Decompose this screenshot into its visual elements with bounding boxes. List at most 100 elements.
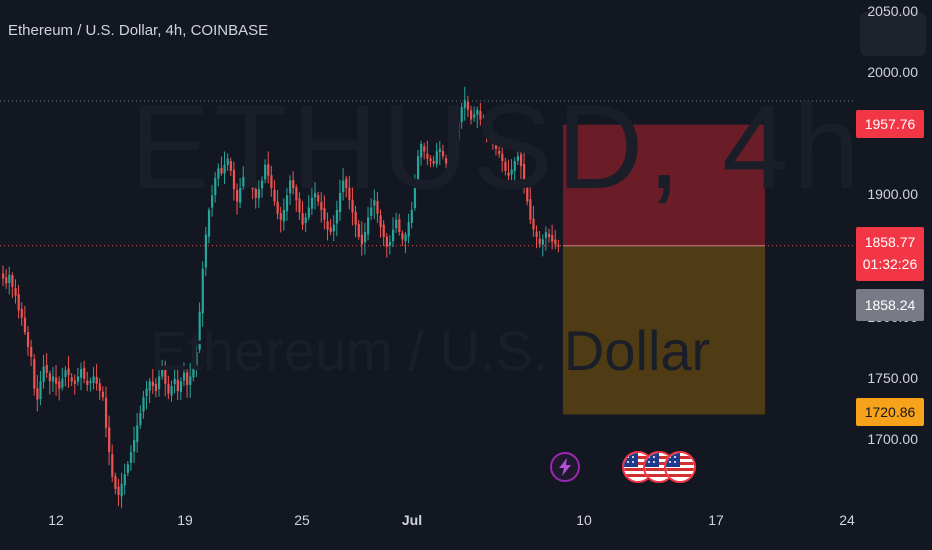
candle-body bbox=[413, 180, 417, 209]
candle-body bbox=[48, 373, 51, 382]
stop-price-label: 1957.76 bbox=[856, 110, 924, 138]
us-flag-icon[interactable] bbox=[664, 451, 696, 483]
candle-body bbox=[236, 190, 239, 202]
candle-body bbox=[145, 388, 148, 397]
candle-body bbox=[498, 150, 501, 154]
candle-body bbox=[529, 199, 532, 220]
candle-body bbox=[494, 141, 498, 149]
candle-body bbox=[179, 381, 183, 392]
candle-body bbox=[276, 201, 279, 214]
date-tick: 10 bbox=[576, 512, 592, 528]
candle-body bbox=[507, 172, 510, 176]
candle-body bbox=[463, 99, 466, 109]
candle-body bbox=[357, 224, 360, 237]
candle-body bbox=[335, 210, 339, 224]
candle-body bbox=[292, 180, 295, 188]
candle-body bbox=[460, 107, 463, 123]
candle-body bbox=[198, 311, 201, 350]
candle-body bbox=[73, 380, 76, 384]
candle-body bbox=[164, 369, 167, 384]
current-price-label: 1858.77 01:32:26 bbox=[856, 227, 924, 281]
date-tick: 12 bbox=[48, 512, 64, 528]
candle-body bbox=[392, 229, 395, 242]
price-tick: 2000.00 bbox=[867, 64, 918, 80]
candle-body bbox=[2, 273, 5, 279]
candle-body bbox=[398, 219, 401, 233]
candle-body bbox=[379, 215, 382, 228]
candle-body bbox=[17, 294, 20, 311]
candle-body bbox=[323, 208, 326, 220]
candle-body bbox=[55, 377, 58, 384]
candle-body bbox=[42, 366, 45, 382]
candle-body bbox=[298, 198, 301, 213]
candle-body bbox=[479, 111, 482, 120]
candle-body bbox=[345, 178, 348, 188]
candle-body bbox=[320, 202, 323, 211]
candle-body bbox=[485, 124, 488, 135]
candle-body bbox=[139, 413, 142, 426]
candle-body bbox=[382, 224, 385, 237]
candle-body bbox=[154, 383, 158, 392]
candle-body bbox=[126, 464, 129, 473]
price-tick: 1750.00 bbox=[867, 369, 918, 386]
candle-body bbox=[58, 381, 61, 389]
candle-body bbox=[61, 378, 64, 388]
candle-body bbox=[260, 180, 264, 189]
candle-body bbox=[332, 224, 335, 232]
candle-body bbox=[83, 367, 86, 379]
candle-body bbox=[33, 359, 36, 389]
candle-body bbox=[551, 235, 554, 242]
candle-body bbox=[307, 207, 310, 218]
candle-body bbox=[151, 381, 154, 387]
candle-body bbox=[161, 369, 164, 377]
candle-body bbox=[470, 110, 473, 120]
candle-body bbox=[435, 151, 438, 165]
candle-body bbox=[535, 231, 538, 237]
candle-body bbox=[376, 201, 379, 214]
candle-body bbox=[170, 386, 173, 396]
candle-body bbox=[242, 176, 245, 187]
candle-body bbox=[367, 217, 370, 235]
stop-zone bbox=[563, 124, 765, 246]
candle-body bbox=[248, 171, 251, 181]
target-price-label: 1720.86 bbox=[856, 398, 924, 426]
lightning-icon[interactable] bbox=[550, 452, 580, 482]
candle-body bbox=[167, 383, 170, 394]
date-tick: 17 bbox=[708, 512, 724, 528]
price-tick: 1700.00 bbox=[867, 431, 918, 447]
candle-body bbox=[189, 376, 192, 385]
candle-body bbox=[457, 121, 460, 141]
candle-body bbox=[223, 164, 226, 174]
candle-body bbox=[516, 156, 519, 161]
candle-body bbox=[201, 268, 204, 314]
candle-body bbox=[142, 397, 145, 412]
candle-body bbox=[117, 486, 120, 496]
candle-body bbox=[8, 274, 11, 284]
candle-body bbox=[279, 213, 282, 220]
top-right-panel[interactable] bbox=[860, 12, 926, 56]
candle-body bbox=[348, 187, 351, 201]
candle-body bbox=[229, 161, 232, 171]
price-tick: 1900.00 bbox=[867, 186, 918, 203]
candle-body bbox=[373, 200, 376, 206]
candle-body bbox=[445, 158, 448, 164]
candle-body bbox=[270, 175, 273, 188]
candle-body bbox=[385, 236, 388, 247]
date-tick: Jul bbox=[401, 512, 423, 528]
candle-body bbox=[410, 210, 413, 223]
candle-body bbox=[544, 232, 548, 238]
candle-body bbox=[214, 178, 217, 196]
candle-body bbox=[295, 187, 298, 201]
candle-body bbox=[133, 440, 136, 452]
candle-body bbox=[370, 207, 373, 216]
candle-body bbox=[95, 377, 98, 384]
candle-body bbox=[538, 238, 541, 245]
watermark-description: Ethereum / U.S. Dollar bbox=[150, 319, 711, 382]
candle-body bbox=[217, 168, 220, 179]
candle-body bbox=[314, 192, 317, 198]
candle-body bbox=[136, 425, 139, 443]
candle-body bbox=[114, 476, 117, 489]
candle-body bbox=[554, 239, 557, 245]
candle-body bbox=[532, 218, 535, 230]
